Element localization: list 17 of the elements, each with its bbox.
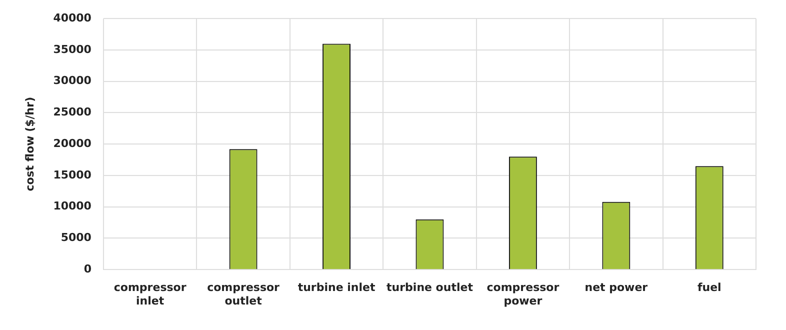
x-tick-label: turbine inlet <box>298 281 376 294</box>
x-tick-label: compressor power <box>486 281 560 308</box>
y-tick-label: 40000 <box>53 11 92 24</box>
y-tick-label: 10000 <box>53 200 92 213</box>
x-tick-label: turbine outlet <box>386 281 473 294</box>
y-axis-title: cost flow ($/hr) <box>23 96 36 192</box>
x-tick-label: net power <box>584 281 648 294</box>
x-tick-label: compressor outlet <box>207 281 280 308</box>
y-tick-label: 0 <box>84 262 92 276</box>
x-tick-label: compressor inlet <box>114 281 187 308</box>
y-tick-label: 30000 <box>53 74 92 88</box>
x-tick-label: fuel <box>697 281 722 294</box>
y-tick-label: 5000 <box>60 231 92 244</box>
y-tick-label: 35000 <box>53 42 92 56</box>
y-tick-label: 20000 <box>53 136 92 150</box>
y-tick-label: 25000 <box>53 106 92 119</box>
y-tick-label: 15000 <box>53 168 92 182</box>
